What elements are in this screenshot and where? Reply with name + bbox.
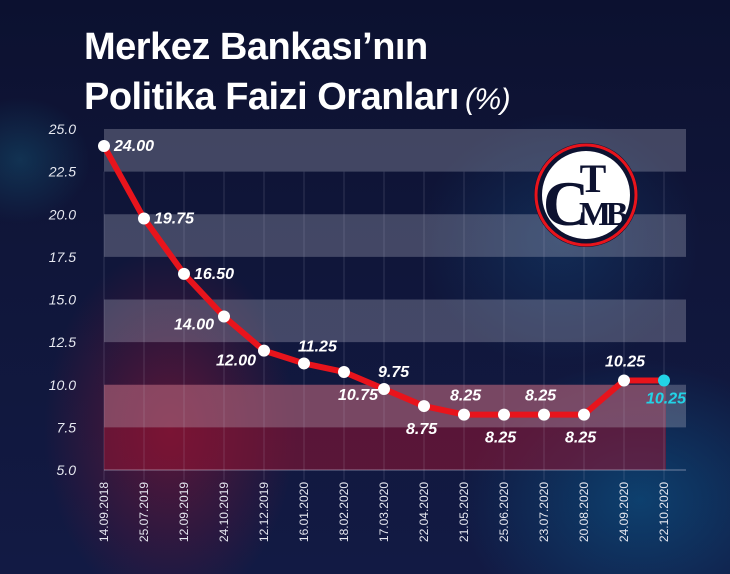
x-tick-label: 14.09.2018 [97, 482, 111, 542]
data-point [538, 408, 550, 421]
data-label: 12.00 [216, 353, 256, 370]
title-line-2: Politika Faizi Oranları (%) [84, 76, 511, 119]
y-tick-label: 25.0 [48, 121, 76, 137]
x-tick-label: 18.02.2020 [337, 482, 351, 542]
y-tick-label: 7.5 [57, 419, 77, 435]
data-label: 11.25 [298, 338, 338, 355]
title-unit: (%) [464, 83, 511, 116]
data-point [618, 374, 630, 387]
title-line-1: Merkez Bankası’nın [84, 26, 428, 68]
x-tick-label: 22.10.2020 [657, 482, 671, 542]
x-tick-label: 12.12.2019 [257, 482, 271, 542]
data-label: 24.00 [113, 138, 154, 155]
data-label: 14.00 [174, 317, 214, 334]
data-point [578, 408, 590, 421]
x-tick-label: 17.03.2020 [377, 482, 391, 542]
x-tick-label: 22.04.2020 [417, 482, 431, 542]
x-tick-label: 23.07.2020 [537, 482, 551, 542]
lower-fill [104, 384, 666, 470]
data-point [138, 212, 150, 225]
x-tick-label: 16.01.2020 [297, 482, 311, 542]
data-point [378, 383, 390, 396]
data-point [98, 140, 110, 153]
y-tick-label: 12.5 [49, 334, 76, 350]
y-tick-label: 20.0 [48, 206, 76, 222]
svg-text:C: C [543, 168, 589, 239]
x-tick-label: 21.05.2020 [457, 482, 471, 542]
data-label: 8.25 [525, 388, 557, 405]
svg-text:M: M [579, 196, 611, 233]
data-label: 8.25 [485, 430, 517, 447]
data-label: 8.25 [565, 430, 597, 447]
data-label: 10.25 [646, 390, 687, 407]
data-label: 10.25 [605, 353, 646, 370]
data-point [458, 408, 470, 421]
y-tick-label: 17.5 [49, 249, 76, 265]
data-point [258, 344, 270, 357]
x-tick-label: 24.09.2020 [617, 482, 631, 542]
x-tick-label: 24.10.2019 [217, 482, 231, 542]
y-tick-label: 15.0 [49, 292, 76, 308]
svg-text:T: T [580, 156, 607, 201]
x-tick-label: 25.07.2019 [137, 482, 151, 542]
svg-text:B: B [606, 196, 629, 233]
data-label: 8.25 [450, 388, 482, 405]
title-text: Politika Faizi Oranları [84, 76, 459, 118]
data-label: 19.75 [154, 211, 195, 228]
data-label: 9.75 [378, 364, 410, 381]
data-point [658, 374, 670, 387]
data-point [498, 408, 510, 421]
data-label: 8.75 [406, 421, 438, 438]
data-point [418, 400, 430, 413]
data-point [178, 267, 190, 280]
data-label: 16.50 [194, 266, 234, 283]
y-tick-label: 5.0 [57, 462, 77, 478]
data-point [298, 357, 310, 370]
y-tick-label: 10.0 [49, 377, 76, 393]
x-tick-label: 20.08.2020 [577, 482, 591, 542]
grid-band [104, 299, 686, 343]
y-tick-label: 22.5 [48, 164, 76, 180]
x-tick-label: 12.09.2019 [177, 482, 191, 542]
x-tick-label: 25.06.2020 [497, 482, 511, 542]
data-label: 10.75 [338, 387, 379, 404]
data-point [338, 365, 350, 378]
data-point [218, 310, 230, 323]
